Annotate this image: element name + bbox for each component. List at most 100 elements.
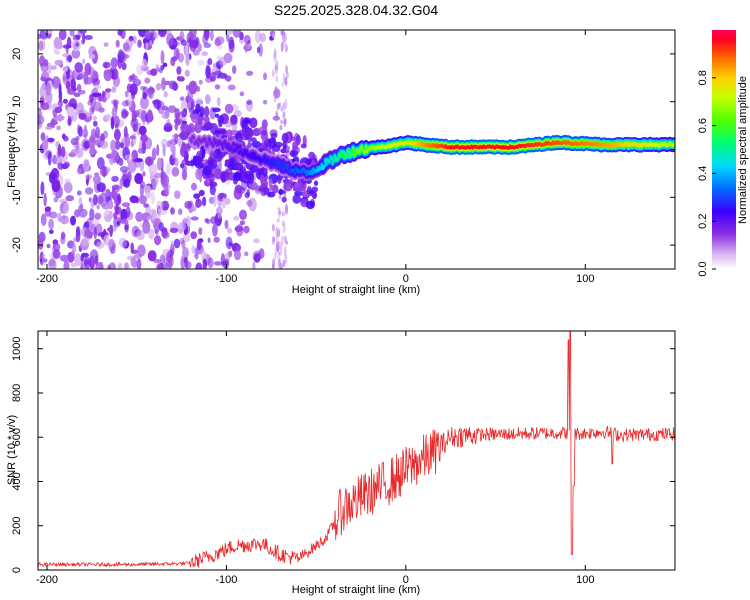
noise-blob bbox=[120, 30, 126, 39]
noise-blob bbox=[137, 39, 142, 48]
ridge-cell bbox=[223, 140, 227, 145]
noise-blob bbox=[306, 186, 312, 195]
noise-blob bbox=[136, 229, 145, 241]
ridge-cell bbox=[206, 141, 209, 146]
noise-blob bbox=[207, 58, 213, 66]
noise-blob bbox=[190, 216, 199, 221]
noise-blob bbox=[193, 193, 201, 200]
noise-blob bbox=[77, 124, 81, 135]
ridge-cell bbox=[236, 145, 240, 150]
noise-blob bbox=[144, 77, 151, 84]
noise-blob bbox=[78, 102, 83, 111]
spectral-blobs bbox=[38, 30, 319, 269]
noise-blob bbox=[118, 237, 128, 248]
snr-frame bbox=[37, 330, 676, 571]
noise-blob bbox=[210, 30, 214, 41]
colorbar-ticks: 0.0 0.2 0.4 0.6 0.8 bbox=[697, 70, 716, 277]
noise-blob bbox=[83, 256, 92, 269]
noise-blob bbox=[142, 220, 151, 234]
noise-blob bbox=[181, 169, 188, 181]
noise-blob bbox=[111, 175, 119, 182]
noise-blob bbox=[83, 71, 89, 85]
noise-blob bbox=[240, 175, 245, 183]
noise-blob bbox=[244, 251, 249, 257]
noise-blob bbox=[58, 143, 62, 157]
noise-blob bbox=[170, 240, 175, 249]
noise-blob bbox=[108, 199, 114, 210]
noise-blob bbox=[134, 158, 143, 163]
noise-blob bbox=[282, 111, 286, 119]
noise-blob bbox=[150, 68, 158, 76]
noise-blob bbox=[205, 65, 211, 79]
noise-blob bbox=[74, 62, 83, 73]
noise-blob bbox=[139, 184, 144, 197]
noise-blob bbox=[169, 227, 179, 233]
noise-blob bbox=[284, 98, 288, 110]
noise-blob bbox=[220, 172, 227, 183]
noise-blob bbox=[262, 186, 269, 196]
noise-blob bbox=[285, 65, 289, 74]
noise-blob bbox=[76, 34, 81, 41]
noise-blob bbox=[121, 218, 129, 225]
noise-blob bbox=[136, 258, 142, 269]
noise-blob bbox=[177, 76, 185, 82]
noise-blob bbox=[190, 231, 198, 240]
noise-blob bbox=[194, 121, 203, 134]
noise-blob bbox=[170, 144, 176, 153]
noise-blob bbox=[281, 220, 285, 227]
noise-blob bbox=[275, 75, 279, 83]
noise-blob bbox=[54, 50, 61, 55]
snr-series-line bbox=[38, 331, 675, 568]
noise-blob bbox=[116, 221, 120, 226]
noise-blob bbox=[216, 96, 221, 107]
noise-blob bbox=[106, 227, 114, 232]
noise-blob bbox=[119, 178, 123, 190]
noise-blob bbox=[273, 97, 277, 103]
noise-blob bbox=[86, 175, 90, 183]
noise-blob bbox=[127, 159, 137, 173]
noise-blob bbox=[177, 222, 187, 232]
noise-blob bbox=[54, 106, 63, 114]
ridge-cell bbox=[293, 171, 297, 176]
noise-blob bbox=[38, 238, 44, 250]
spectrogram-y-label: Frequency (Hz) bbox=[6, 112, 18, 188]
noise-blob bbox=[166, 33, 175, 47]
noise-blob bbox=[110, 57, 119, 68]
noise-blob bbox=[111, 86, 117, 93]
noise-blob bbox=[134, 173, 144, 185]
noise-blob bbox=[225, 30, 233, 35]
ridge-cell bbox=[353, 152, 356, 157]
noise-blob bbox=[70, 137, 79, 146]
noise-blob bbox=[209, 184, 216, 196]
noise-blob bbox=[167, 140, 172, 148]
noise-blob bbox=[202, 165, 213, 176]
noise-blob bbox=[61, 231, 65, 241]
noise-blob bbox=[283, 235, 287, 243]
noise-blob bbox=[79, 210, 85, 219]
noise-blob bbox=[63, 161, 70, 168]
noise-blob bbox=[181, 240, 186, 249]
y-tick-label: 0 bbox=[11, 567, 23, 573]
noise-blob bbox=[69, 69, 73, 78]
noise-blob bbox=[98, 107, 105, 113]
noise-blob bbox=[218, 56, 228, 66]
noise-blob bbox=[111, 106, 118, 120]
noise-blob bbox=[170, 56, 176, 67]
noise-blob bbox=[40, 76, 47, 82]
noise-blob bbox=[149, 39, 153, 47]
noise-blob bbox=[201, 51, 209, 56]
x-tick-label: 100 bbox=[576, 273, 594, 285]
noise-blob bbox=[213, 261, 222, 266]
noise-blob bbox=[91, 223, 97, 236]
noise-blob bbox=[69, 30, 75, 37]
noise-blob bbox=[234, 171, 240, 178]
noise-blob bbox=[76, 167, 83, 175]
colorbar-tick-label: 0.6 bbox=[697, 118, 709, 133]
ridge-cell bbox=[279, 163, 283, 168]
ridge-cell bbox=[345, 153, 348, 158]
noise-blob bbox=[184, 69, 190, 77]
noise-blob bbox=[185, 53, 190, 66]
noise-blob bbox=[202, 33, 209, 45]
noise-blob bbox=[60, 215, 69, 225]
noise-blob bbox=[91, 92, 101, 98]
